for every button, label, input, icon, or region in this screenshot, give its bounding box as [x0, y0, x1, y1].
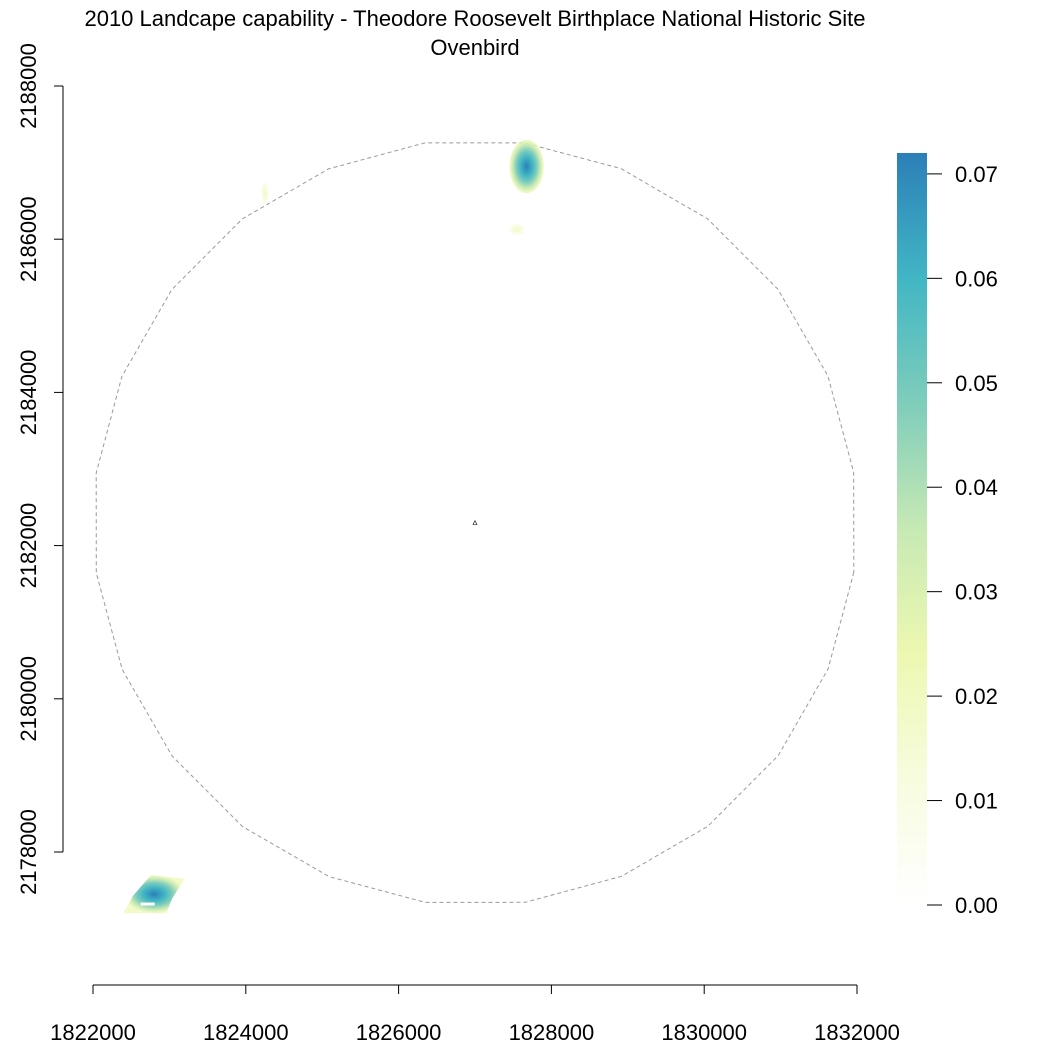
- x-tick-label: 1832000: [814, 1020, 900, 1045]
- legend-tick-label: 0.04: [955, 475, 998, 500]
- y-tick-label: 2178000: [16, 809, 41, 895]
- x-tick-label: 1822000: [50, 1020, 136, 1045]
- axes: 1822000 1824000 1826000 1828000 1830000 18320…: [16, 43, 900, 1045]
- legend-tick-label: 0.00: [955, 893, 998, 918]
- x-tick-label: 1826000: [356, 1020, 442, 1045]
- color-legend: 0.00 0.01 0.02 0.03 0.04 0.05 0.06 0.07: [897, 153, 998, 918]
- x-tick-label: 1828000: [509, 1020, 595, 1045]
- x-tick-label: 1830000: [661, 1020, 747, 1045]
- patch-gap-southwest: [140, 902, 155, 906]
- patch-north-fringe: [509, 223, 525, 236]
- y-tick-label: 2182000: [16, 503, 41, 589]
- patch-southwest: [123, 874, 185, 914]
- legend-tick-label: 0.02: [955, 684, 998, 709]
- site-marker: [472, 519, 478, 525]
- chart-subtitle: Ovenbird: [430, 35, 520, 60]
- study-area-boundary: [95, 142, 855, 903]
- legend-color-bar: [897, 153, 927, 905]
- legend-tick-label: 0.06: [955, 266, 998, 291]
- patch-northwest-faint: [261, 181, 269, 205]
- legend-tick-label: 0.01: [955, 789, 998, 814]
- patch-shape-southwest: [123, 874, 185, 914]
- patch-north: [509, 139, 544, 194]
- x-tick-label: 1824000: [203, 1020, 289, 1045]
- y-tick-label: 2180000: [16, 656, 41, 742]
- legend-tick-label: 0.05: [955, 371, 998, 396]
- legend-tick-label: 0.07: [955, 162, 998, 187]
- y-tick-label: 2184000: [16, 350, 41, 436]
- plot-area: [95, 139, 855, 914]
- y-tick-label: 2186000: [16, 196, 41, 282]
- legend-tick-label: 0.03: [955, 580, 998, 605]
- chart-title: 2010 Landcape capability - Theodore Roos…: [84, 6, 866, 31]
- y-tick-label: 2188000: [16, 43, 41, 129]
